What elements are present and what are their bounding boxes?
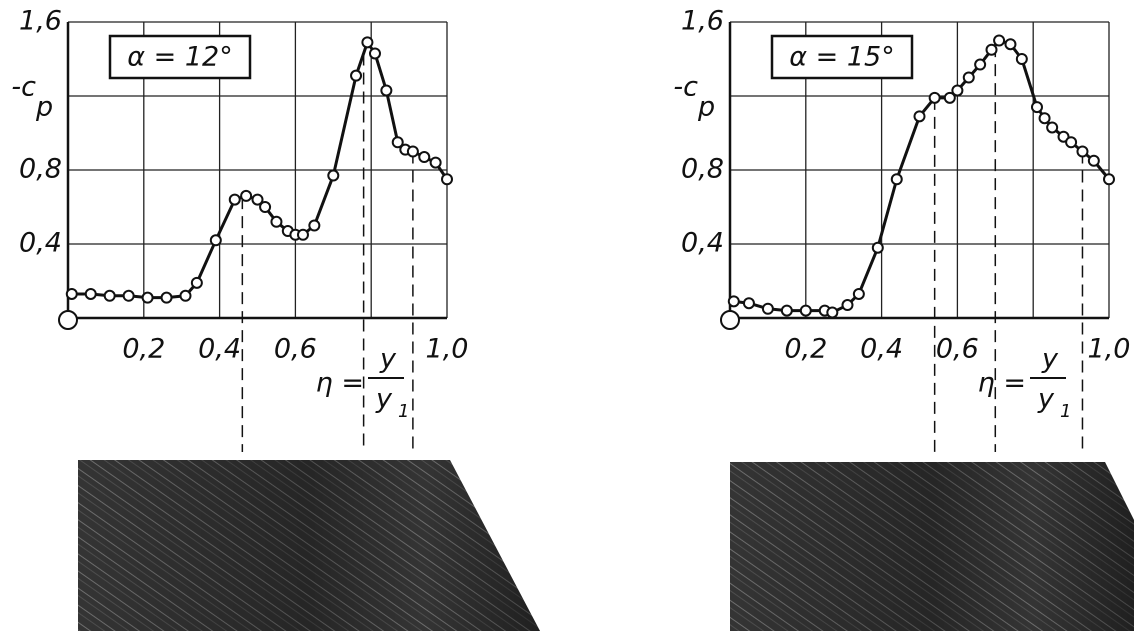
x-label-num: y xyxy=(379,344,397,375)
data-point xyxy=(729,296,739,306)
data-point xyxy=(952,85,962,95)
data-point xyxy=(842,300,852,310)
data-point xyxy=(241,191,251,201)
data-point xyxy=(964,73,974,83)
data-point xyxy=(381,85,391,95)
x-label: η = xyxy=(316,368,364,399)
data-point xyxy=(408,147,418,157)
data-point xyxy=(351,71,361,81)
data-point xyxy=(86,289,96,299)
x-tick-label: 0,2 xyxy=(784,334,827,365)
figure: 0,20,40,61,00,40,81,6-cpα = 12°η =yy10,2… xyxy=(0,0,1134,631)
data-point xyxy=(1040,113,1050,123)
y-label: -c xyxy=(11,72,36,103)
data-point xyxy=(1077,147,1087,157)
data-point xyxy=(271,217,281,227)
data-point xyxy=(105,291,115,301)
data-point xyxy=(744,298,754,308)
data-point xyxy=(67,289,77,299)
x-label-den-sub: 1 xyxy=(1060,401,1071,422)
data-point xyxy=(370,48,380,58)
chart-title: α = 15° xyxy=(789,42,894,73)
data-point xyxy=(1066,137,1076,147)
data-point xyxy=(1047,122,1057,132)
chart-title: α = 12° xyxy=(127,42,232,73)
data-point xyxy=(1089,156,1099,166)
data-point xyxy=(1104,174,1114,184)
data-point xyxy=(124,291,134,301)
data-point xyxy=(260,202,270,212)
data-point xyxy=(1005,39,1015,49)
data-point xyxy=(211,235,221,245)
data-point xyxy=(431,158,441,168)
y-tick-label: 1,6 xyxy=(19,6,62,37)
data-point xyxy=(419,152,429,162)
data-point xyxy=(143,293,153,303)
data-line xyxy=(734,41,1109,313)
data-point xyxy=(1017,54,1027,64)
x-label-den: y xyxy=(375,384,393,415)
data-point xyxy=(892,174,902,184)
x-label-num: y xyxy=(1041,344,1059,375)
y-label: -c xyxy=(673,72,698,103)
origin-marker xyxy=(59,311,77,329)
data-point xyxy=(975,60,985,70)
data-point xyxy=(1032,102,1042,112)
data-point xyxy=(987,45,997,55)
data-point xyxy=(782,306,792,316)
data-point xyxy=(442,174,452,184)
y-label-sub: p xyxy=(697,92,715,123)
y-label-sub: p xyxy=(35,92,53,123)
data-point xyxy=(162,293,172,303)
x-tick-label: 0,6 xyxy=(936,334,979,365)
x-label-den-sub: 1 xyxy=(398,401,409,422)
y-tick-label: 0,4 xyxy=(19,228,62,259)
data-point xyxy=(328,171,338,181)
photo-right xyxy=(730,462,1134,631)
x-label: η = xyxy=(978,368,1026,399)
data-point xyxy=(873,243,883,253)
data-point xyxy=(994,36,1004,46)
data-point xyxy=(362,37,372,47)
photo-left xyxy=(78,460,540,631)
data-point xyxy=(930,93,940,103)
x-tick-label: 1,0 xyxy=(426,334,469,365)
y-tick-label: 0,8 xyxy=(681,154,724,185)
x-tick-label: 0,6 xyxy=(274,334,317,365)
data-point xyxy=(801,306,811,316)
data-point xyxy=(763,304,773,314)
data-point xyxy=(192,278,202,288)
y-tick-label: 0,8 xyxy=(19,154,62,185)
x-tick-label: 0,4 xyxy=(860,334,903,365)
data-point xyxy=(854,289,864,299)
data-point xyxy=(827,307,837,317)
y-tick-label: 0,4 xyxy=(681,228,724,259)
x-tick-label: 0,2 xyxy=(122,334,165,365)
y-tick-label: 1,6 xyxy=(681,6,724,37)
x-tick-label: 1,0 xyxy=(1088,334,1131,365)
x-label-den: y xyxy=(1037,384,1055,415)
data-point xyxy=(298,230,308,240)
data-point xyxy=(915,111,925,121)
origin-marker xyxy=(721,311,739,329)
x-tick-label: 0,4 xyxy=(198,334,241,365)
data-point xyxy=(309,221,319,231)
data-point xyxy=(230,195,240,205)
data-point xyxy=(180,291,190,301)
